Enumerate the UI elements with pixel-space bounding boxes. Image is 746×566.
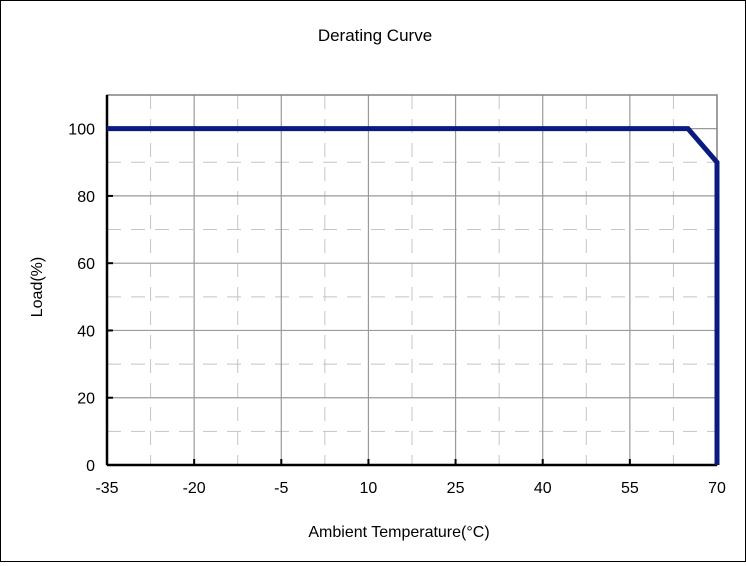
x-tick-label: 40: [534, 480, 552, 497]
x-tick-label: 70: [708, 480, 726, 497]
chart-title: Derating Curve: [318, 26, 432, 45]
y-tick-label: 60: [77, 256, 95, 273]
x-tick-label: 10: [360, 480, 378, 497]
x-tick-label: -5: [274, 480, 288, 497]
y-tick-label: 80: [77, 189, 95, 206]
y-axis-label: Load(%): [29, 257, 46, 317]
x-tick-label: 25: [447, 480, 465, 497]
y-tick-label: 20: [77, 391, 95, 408]
x-tick-label: 55: [621, 480, 639, 497]
y-axis-ticks: 0 20 40 60 80 100: [68, 122, 113, 475]
x-tick-label: -20: [183, 480, 206, 497]
x-axis-label: Ambient Temperature(°C): [308, 524, 489, 541]
grid-minor: [107, 95, 717, 465]
series-layer: [107, 126, 720, 465]
x-tick-label: -35: [95, 480, 118, 497]
axes: [105, 95, 717, 467]
y-tick-label: 40: [77, 323, 95, 340]
y-tick-label: 100: [68, 122, 95, 139]
derating-curve-line: [107, 126, 720, 465]
y-tick-label: 0: [86, 458, 95, 475]
